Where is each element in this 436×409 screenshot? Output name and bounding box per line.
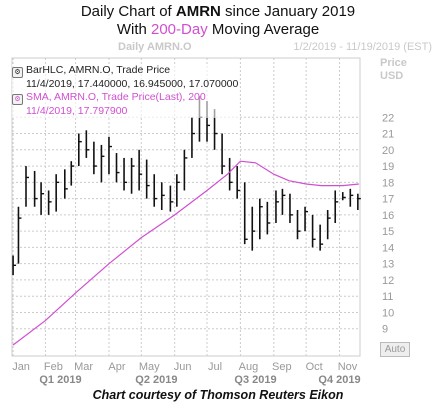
x-tick-label: Sep bbox=[272, 361, 292, 373]
x-tick-label: Jul bbox=[208, 361, 222, 373]
chart-subtitle: With 200-Day Moving Average bbox=[116, 21, 320, 38]
legend-sma-line2: 11/4/2019, 17.797900 bbox=[26, 105, 128, 117]
x-tick-label: Jan bbox=[12, 361, 30, 373]
series-label: Daily AMRN.O bbox=[118, 41, 192, 53]
y-tick-label: 20 bbox=[382, 145, 394, 157]
x-tick-label: Nov bbox=[338, 361, 358, 373]
quarter-label: Q1 2019 bbox=[39, 374, 81, 386]
quarter-label: Q2 2019 bbox=[135, 374, 177, 386]
chart-title: Daily Chart of AMRN since January 2019 bbox=[80, 3, 356, 20]
y-tick-label: 14 bbox=[382, 242, 394, 254]
x-tick-label: Jun bbox=[174, 361, 192, 373]
plot-frame bbox=[11, 57, 361, 357]
legend-bar-line1: BarHLC, AMRN.O, Trade Price bbox=[26, 64, 171, 76]
title-ticker: AMRN bbox=[175, 3, 221, 20]
chart-caption: Chart courtesy of Thomson Reuters Eikon bbox=[92, 388, 344, 402]
sma-settings-icon[interactable]: ⚙ bbox=[12, 94, 23, 105]
y-tick-label: 11 bbox=[382, 291, 393, 303]
chart-settings-icon[interactable]: ⚙ bbox=[12, 67, 23, 78]
subtitle-ma-period: 200-Day bbox=[151, 21, 208, 38]
y-tick-label: 15 bbox=[382, 226, 394, 238]
y-tick-label: 9 bbox=[382, 324, 388, 336]
x-tick-label: Apr bbox=[108, 361, 125, 373]
y-tick-label: 13 bbox=[382, 259, 394, 271]
legend-bar-line2: 11/4/2019, 17.440000, 16.945000, 17.0700… bbox=[26, 78, 239, 90]
quarter-label: Q4 2019 bbox=[318, 374, 360, 386]
x-tick-label: Feb bbox=[44, 361, 63, 373]
y-tick-label: 16 bbox=[382, 210, 394, 222]
date-range: 1/2/2019 - 11/19/2019 (EST) bbox=[293, 41, 432, 53]
x-tick-label: Aug bbox=[239, 361, 259, 373]
price-axis-header: Price USD bbox=[380, 57, 407, 82]
sma-line bbox=[12, 160, 359, 346]
y-tick-label: 18 bbox=[382, 177, 394, 189]
x-tick-label: Mar bbox=[74, 361, 93, 373]
auto-scale-button[interactable]: Auto bbox=[380, 342, 410, 357]
x-tick-label: May bbox=[139, 361, 160, 373]
chart-legend: ⚙ BarHLC, AMRN.O, Trade Price 11/4/2019, … bbox=[12, 64, 239, 118]
y-tick-label: 10 bbox=[382, 307, 394, 319]
y-tick-label: 19 bbox=[382, 161, 394, 173]
x-tick-label: Oct bbox=[306, 361, 323, 373]
y-tick-label: 17 bbox=[382, 194, 394, 206]
y-tick-label: 12 bbox=[382, 275, 394, 287]
y-tick-label: 22 bbox=[382, 112, 394, 124]
legend-sma-line1: SMA, AMRN.O, Trade Price(Last), 200 bbox=[26, 91, 206, 103]
y-tick-label: 21 bbox=[382, 129, 394, 141]
quarter-label: Q3 2019 bbox=[234, 374, 276, 386]
